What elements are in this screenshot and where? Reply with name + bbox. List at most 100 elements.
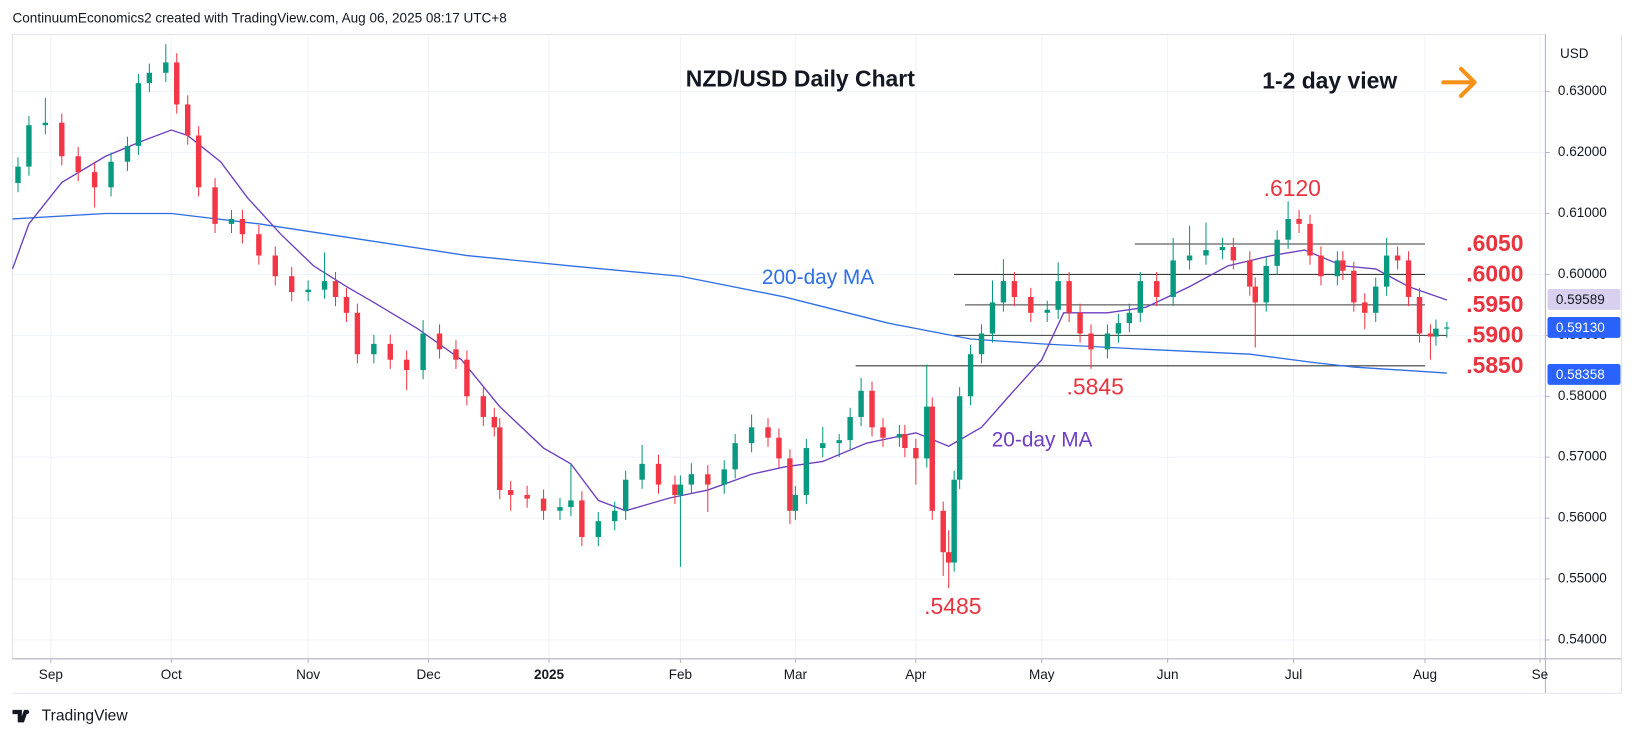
arrow-head bbox=[1458, 66, 1477, 98]
chart-title: NZD/USD Daily Chart bbox=[686, 65, 915, 91]
currency-label: USD bbox=[1560, 46, 1589, 61]
candle-body bbox=[332, 281, 339, 297]
candle-body bbox=[1427, 333, 1434, 337]
y-tick-label: 0.58000 bbox=[1558, 388, 1607, 403]
y-tick-label: 0.62000 bbox=[1558, 144, 1607, 159]
x-tick-label: Apr bbox=[905, 667, 927, 682]
candle-body bbox=[42, 122, 49, 126]
candle-body bbox=[1104, 333, 1111, 350]
x-tick-label: Feb bbox=[669, 667, 692, 682]
candle-body bbox=[1334, 260, 1341, 277]
candle-body bbox=[75, 156, 81, 173]
candle-body bbox=[1247, 260, 1253, 287]
candle-body bbox=[1394, 255, 1401, 261]
y-tick-label: 0.55000 bbox=[1558, 571, 1607, 586]
candle-body bbox=[403, 359, 410, 371]
candle-body bbox=[540, 498, 547, 511]
x-tick-label: May bbox=[1029, 667, 1055, 682]
candle-body bbox=[272, 255, 279, 277]
candle-body bbox=[612, 510, 618, 522]
candle-body bbox=[195, 135, 202, 188]
candle-body bbox=[1044, 309, 1050, 313]
candle-body bbox=[655, 463, 662, 485]
candle-body bbox=[1383, 255, 1390, 287]
candle-body bbox=[902, 434, 908, 449]
candle-body bbox=[1055, 281, 1061, 310]
level-label: .5950 bbox=[1466, 291, 1523, 317]
candle-body bbox=[956, 396, 963, 480]
candle-body bbox=[228, 218, 235, 224]
logo-mark bbox=[12, 709, 29, 723]
candle-body bbox=[1285, 218, 1291, 240]
candle-body bbox=[1307, 223, 1313, 256]
candle-body bbox=[847, 416, 853, 441]
x-tick-label: Se bbox=[1532, 667, 1549, 682]
candle-body bbox=[951, 479, 957, 563]
candle-body bbox=[967, 354, 974, 397]
candle-body bbox=[1077, 312, 1083, 334]
annotation: .6120 bbox=[1264, 175, 1321, 201]
header: ContinuumEconomics2 created with Trading… bbox=[13, 10, 507, 25]
price-badge-label: 0.59589 bbox=[1556, 292, 1605, 307]
candle-body bbox=[989, 302, 996, 334]
candle-body bbox=[453, 349, 459, 360]
candle-body bbox=[1115, 323, 1122, 334]
candle-body bbox=[464, 359, 470, 397]
candle-body bbox=[792, 494, 799, 511]
x-tick-label: Nov bbox=[296, 667, 320, 682]
candle-body bbox=[869, 390, 875, 428]
candle-body bbox=[305, 289, 311, 293]
candle-body bbox=[776, 437, 782, 459]
candle-body bbox=[1186, 255, 1193, 261]
candle-body bbox=[239, 218, 246, 235]
candle-body bbox=[1318, 255, 1324, 277]
candle-body bbox=[639, 463, 645, 480]
candle-body bbox=[59, 122, 65, 157]
candle-body bbox=[491, 416, 497, 428]
candle-body bbox=[896, 434, 903, 438]
candle-body bbox=[321, 281, 328, 290]
candle-body bbox=[1405, 260, 1412, 297]
x-tick-label: Sep bbox=[39, 667, 63, 682]
tradingview-logo: TradingView bbox=[12, 707, 128, 724]
candle-body bbox=[436, 333, 443, 350]
candle-body bbox=[672, 484, 678, 495]
candle-body bbox=[124, 145, 131, 162]
candle-body bbox=[174, 62, 180, 105]
candle-body bbox=[595, 521, 602, 537]
candle-body bbox=[163, 62, 169, 73]
candle-body bbox=[568, 500, 574, 508]
price-badge bbox=[1547, 289, 1621, 310]
series-label: 20-day MA bbox=[992, 428, 1093, 451]
candle-body bbox=[721, 469, 727, 485]
candle-body bbox=[732, 443, 738, 470]
candle-body bbox=[1372, 286, 1379, 313]
series-label: 200-day MA bbox=[762, 266, 874, 289]
view-arrow bbox=[1441, 66, 1477, 98]
logo-dot bbox=[25, 709, 30, 715]
candle-body bbox=[1137, 281, 1144, 313]
candle-body bbox=[146, 72, 153, 84]
candle-body bbox=[1154, 281, 1160, 297]
candle-body bbox=[135, 83, 142, 146]
price-badge bbox=[1547, 316, 1621, 338]
candle-body bbox=[480, 396, 487, 417]
candle-body bbox=[913, 448, 919, 459]
price-badge-label: 0.58358 bbox=[1556, 367, 1605, 382]
candle-body bbox=[91, 172, 98, 188]
candle-body bbox=[1219, 247, 1226, 251]
annotation: .5845 bbox=[1067, 374, 1124, 400]
candle-body bbox=[978, 333, 985, 355]
candle-body bbox=[108, 161, 114, 188]
candle-body bbox=[1066, 281, 1072, 313]
y-tick-label: 0.61000 bbox=[1558, 205, 1607, 220]
candle-body bbox=[184, 104, 191, 136]
candle-body bbox=[945, 552, 952, 563]
candle-body bbox=[524, 494, 530, 499]
candle-body bbox=[26, 125, 32, 167]
y-tick-label: 0.54000 bbox=[1558, 632, 1607, 647]
y-tick-label: 0.57000 bbox=[1558, 449, 1607, 464]
y-tick-label: 0.63000 bbox=[1558, 83, 1607, 98]
